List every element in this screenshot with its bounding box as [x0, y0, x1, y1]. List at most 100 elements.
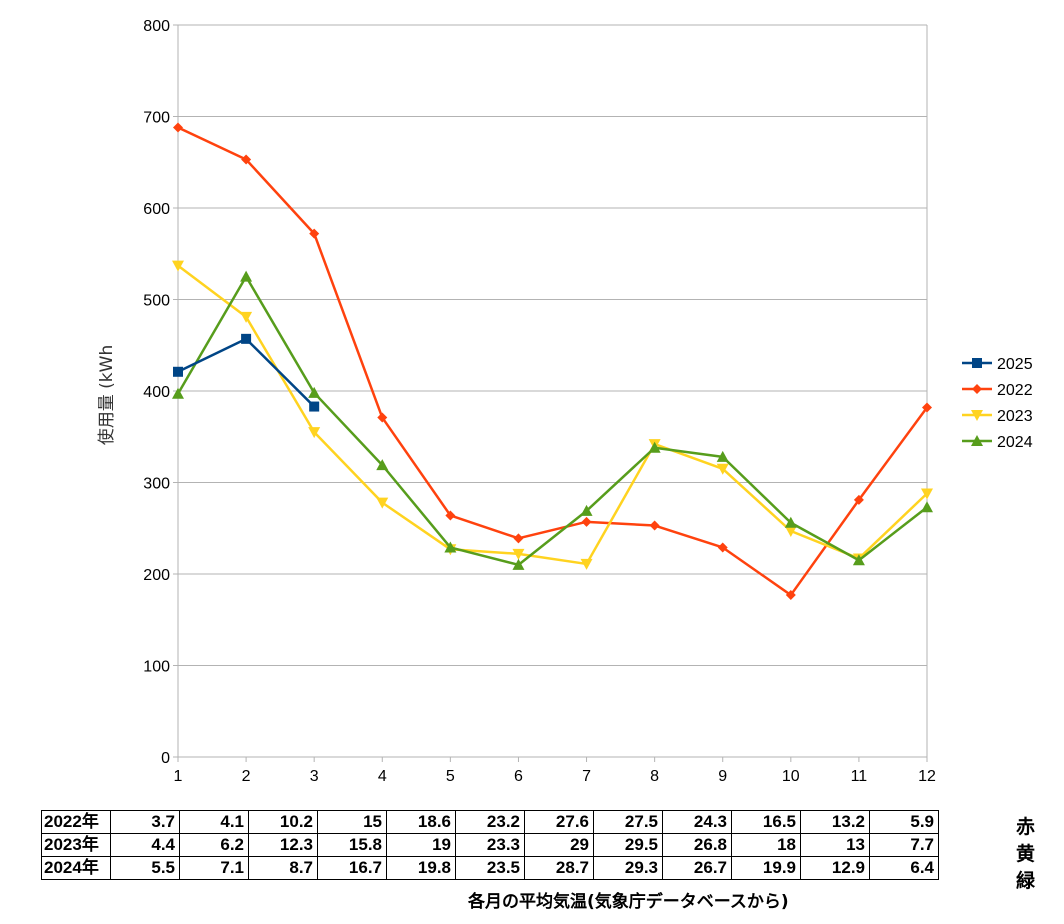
data-point-2025	[173, 366, 183, 377]
y-tick-label: 500	[143, 293, 170, 310]
x-tick-label: 10	[782, 768, 800, 785]
data-point-2022	[513, 533, 524, 544]
temperature-table: 2022年 3.7 4.1 10.2 15 18.6 23.2 27.6 27.5 24.3 16.…	[41, 810, 939, 880]
y-tick-label: 400	[143, 384, 170, 401]
x-tick-label: 12	[918, 768, 936, 785]
temperature-cell: 6.2	[179, 833, 249, 857]
row-label: 2024年	[41, 856, 111, 880]
data-point-2024	[512, 558, 525, 570]
temperature-cell: 23.5	[455, 856, 525, 880]
temperature-cell: 29.5	[593, 833, 663, 857]
temperature-cell: 3.7	[110, 810, 180, 834]
temperature-cell: 10.2	[248, 810, 318, 834]
x-tick-label: 5	[446, 768, 455, 785]
x-tick-label: 4	[378, 768, 387, 785]
temperature-cell: 24.3	[662, 810, 732, 834]
x-tick-label: 9	[718, 768, 727, 785]
data-point-2022	[581, 516, 592, 527]
legend-item-2022: 2022	[962, 382, 1033, 399]
temperature-cell: 7.1	[179, 856, 249, 880]
data-point-2022	[922, 402, 932, 413]
data-point-2025	[309, 401, 320, 412]
x-tick-label: 7	[582, 768, 591, 785]
y-tick-label: 200	[143, 567, 170, 584]
data-point-2024	[716, 450, 729, 462]
data-point-2022	[445, 510, 456, 521]
data-point-2023	[580, 558, 593, 570]
data-point-2024	[784, 516, 797, 528]
temperature-cell: 29.3	[593, 856, 663, 880]
series-2022	[173, 122, 932, 601]
y-tick-label: 0	[161, 750, 170, 767]
data-point-2023	[376, 497, 389, 509]
temperature-cell: 15.8	[317, 833, 387, 857]
legend-marker	[972, 358, 982, 368]
data-point-2024	[852, 554, 865, 566]
y-axis-label: 使用量 (kWh	[96, 345, 117, 445]
legend-label: 2023	[997, 408, 1033, 425]
data-point-2023	[308, 427, 321, 439]
temperature-cell: 15	[317, 810, 387, 834]
data-point-2023	[784, 525, 797, 537]
y-tick-label: 800	[143, 18, 170, 35]
data-point-2024	[172, 387, 184, 399]
legend-label: 2025	[997, 356, 1033, 373]
temperature-cell: 7.7	[869, 833, 939, 857]
y-tick-label: 100	[143, 659, 170, 676]
y-tick-label: 700	[143, 110, 170, 127]
series-line-2023	[177, 264, 928, 566]
temperature-cell: 4.4	[110, 833, 180, 857]
legend-marker	[971, 435, 983, 446]
temperature-cell: 8.7	[248, 856, 318, 880]
data-point-2022	[309, 228, 320, 239]
x-tick-label: 3	[310, 768, 319, 785]
temperature-cell: 19	[386, 833, 456, 857]
data-point-2023	[921, 488, 933, 500]
x-tick-label: 11	[851, 768, 868, 785]
temperature-cell: 5.9	[869, 810, 939, 834]
row-color-label-2022: 赤	[1016, 816, 1036, 838]
data-point-2024	[580, 504, 593, 516]
data-point-2025	[241, 333, 252, 344]
data-point-2023	[240, 311, 253, 323]
x-tick-label: 6	[514, 768, 523, 785]
temperature-cell: 4.1	[179, 810, 249, 834]
y-tick-label: 300	[143, 476, 170, 493]
temperature-cell: 19.8	[386, 856, 456, 880]
x-tick-label: 8	[650, 768, 659, 785]
x-tick-label: 2	[242, 768, 251, 785]
data-point-2022	[785, 590, 796, 601]
legend-marker	[971, 410, 983, 421]
legend-label: 2022	[997, 382, 1033, 399]
temperature-cell: 23.3	[455, 833, 525, 857]
data-point-2022	[853, 494, 864, 505]
data-point-2022	[649, 520, 660, 531]
data-point-2023	[172, 260, 184, 272]
data-point-2024	[308, 386, 321, 398]
data-point-2022	[377, 412, 388, 423]
data-point-2024	[921, 501, 933, 513]
temperature-cell: 18	[731, 833, 801, 857]
row-color-label-2024: 緑	[1016, 870, 1036, 892]
grid-layer	[178, 24, 927, 758]
legend-marker	[972, 384, 982, 394]
series-layer	[172, 122, 933, 601]
data-point-2022	[173, 122, 183, 133]
temperature-cell: 28.7	[524, 856, 594, 880]
row-label: 2022年	[41, 810, 111, 834]
temperature-cell: 26.8	[662, 833, 732, 857]
legend-item-2025: 2025	[962, 356, 1033, 373]
series-line-2022	[177, 126, 929, 597]
data-point-2023	[512, 548, 525, 560]
table-row: 2022年 3.7 4.1 10.2 15 18.6 23.2 27.6 27.5 24.3 16.…	[41, 810, 939, 834]
temperature-cell: 23.2	[455, 810, 525, 834]
data-point-2022	[241, 154, 252, 165]
series-2025	[173, 333, 320, 412]
data-point-2024	[240, 270, 253, 282]
temperature-cell: 29	[524, 833, 594, 857]
row-color-label-2023: 黄	[1016, 843, 1036, 865]
series-line-2024	[176, 275, 928, 567]
legend-label: 2024	[997, 434, 1033, 451]
